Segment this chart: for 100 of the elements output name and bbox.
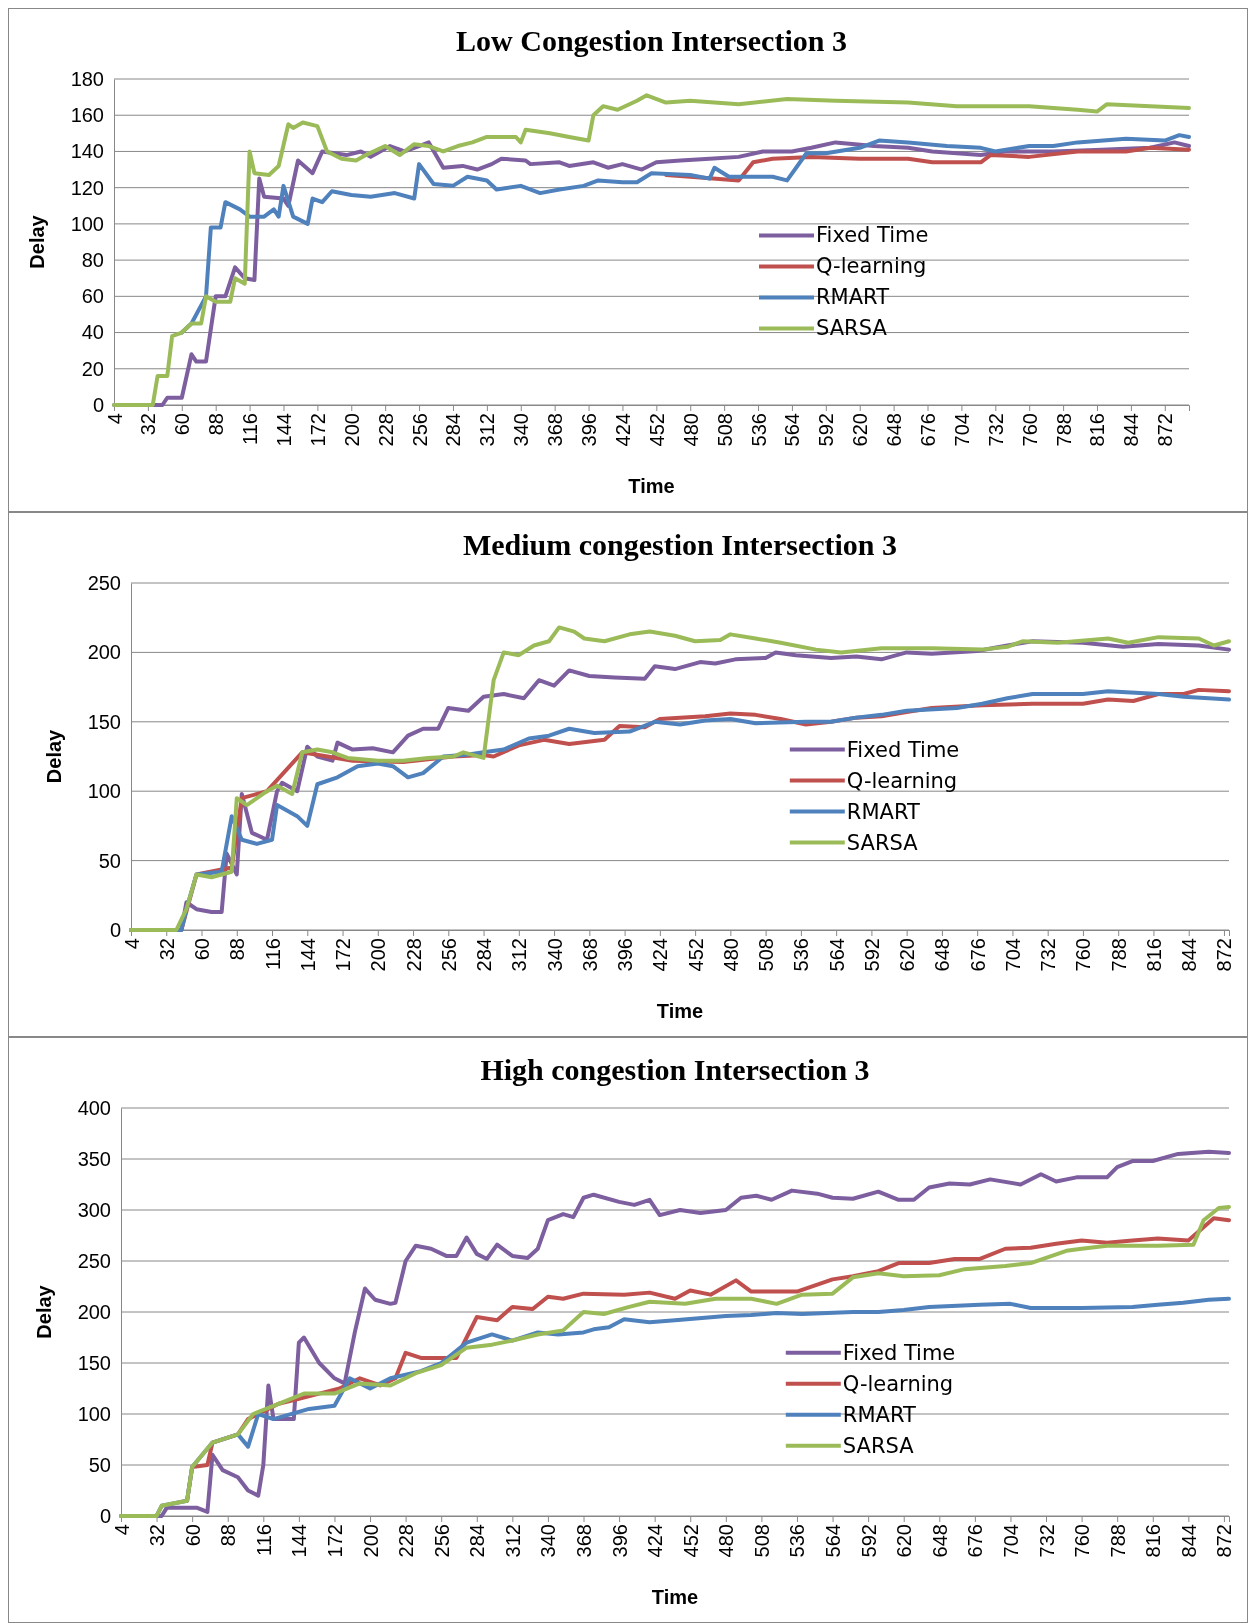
x-tick-label: 648: [931, 938, 954, 972]
x-tick-label: 256: [430, 1524, 453, 1558]
x-tick-label: 368: [573, 1524, 596, 1558]
x-tick-label: 452: [684, 938, 707, 972]
x-tick-label: 200: [340, 413, 363, 447]
x-tick-label: 872: [1154, 413, 1177, 447]
y-axis-title: Delay: [26, 214, 48, 269]
x-tick-label: 424: [649, 938, 672, 972]
x-tick-label: 872: [1213, 938, 1236, 972]
y-axis-title: Delay: [33, 1284, 55, 1339]
x-tick-label: 704: [999, 1524, 1022, 1558]
legend-label: Q-learning: [816, 254, 927, 279]
x-tick-label: 228: [395, 1524, 418, 1558]
y-tick-label: 300: [77, 1198, 111, 1221]
x-tick-label: 620: [896, 938, 919, 972]
x-tick-label: 788: [1052, 413, 1075, 447]
x-tick-label: 816: [1142, 1524, 1165, 1558]
x-tick-label: 844: [1120, 413, 1143, 447]
y-tick-label: 150: [87, 710, 121, 733]
legend-label: RMART: [846, 799, 920, 824]
x-tick-label: 396: [608, 1524, 631, 1558]
x-tick-label: 144: [272, 413, 295, 447]
chart-title: Low Congestion Intersection 3: [456, 24, 847, 57]
y-tick-label: 100: [70, 212, 104, 235]
x-tick-label: 88: [205, 413, 228, 436]
legend-label: Fixed Time: [842, 1340, 956, 1365]
x-tick-label: 312: [501, 1524, 524, 1558]
x-tick-label: 32: [155, 938, 178, 961]
x-tick-label: 88: [217, 1524, 240, 1547]
x-tick-label: 592: [815, 413, 838, 447]
x-tick-label: 368: [578, 938, 601, 972]
y-tick-label: 200: [87, 641, 121, 664]
x-tick-label: 340: [510, 413, 533, 447]
x-tick-label: 228: [374, 413, 397, 447]
x-tick-label: 536: [786, 1524, 809, 1558]
legend-label: Q-learning: [842, 1371, 954, 1396]
x-tick-label: 452: [645, 413, 668, 447]
y-tick-label: 80: [81, 249, 104, 272]
x-tick-label: 340: [543, 938, 566, 972]
x-tick-label: 480: [715, 1524, 738, 1558]
x-tick-label: 340: [537, 1524, 560, 1558]
x-tick-label: 648: [928, 1524, 951, 1558]
x-tick-label: 508: [750, 1524, 773, 1558]
legend-label: SARSA: [842, 1433, 915, 1458]
legend-label: Q-learning: [846, 768, 958, 793]
x-axis-title: Time: [656, 1000, 704, 1022]
x-tick-label: 424: [611, 413, 634, 447]
x-tick-label: 480: [719, 938, 742, 972]
x-tick-label: 564: [822, 1524, 845, 1558]
x-tick-label: 312: [508, 938, 531, 972]
x-tick-label: 508: [755, 938, 778, 972]
x-tick-label: 172: [306, 413, 329, 447]
x-tick-label: 116: [252, 1524, 275, 1556]
x-tick-label: 760: [1018, 413, 1041, 447]
x-tick-label: 60: [181, 1524, 204, 1547]
x-tick-label: 32: [146, 1524, 169, 1547]
x-tick-label: 452: [679, 1524, 702, 1558]
x-tick-label: 368: [544, 413, 567, 447]
x-tick-label: 704: [950, 413, 973, 447]
y-tick-label: 0: [99, 1504, 111, 1527]
x-tick-label: 228: [402, 938, 425, 972]
y-tick-label: 40: [81, 321, 104, 344]
x-tick-label: 116: [239, 413, 262, 445]
x-tick-label: 592: [857, 1524, 880, 1558]
x-tick-label: 200: [367, 938, 390, 972]
x-tick-label: 564: [825, 938, 848, 972]
x-tick-label: 844: [1178, 938, 1201, 972]
x-tick-label: 648: [883, 413, 906, 447]
x-tick-label: 4: [120, 938, 143, 950]
legend-label: RMART: [842, 1402, 916, 1427]
x-tick-label: 60: [191, 938, 214, 961]
y-tick-label: 200: [77, 1300, 111, 1323]
x-tick-label: 200: [359, 1524, 382, 1558]
x-axis-title: Time: [628, 475, 675, 497]
x-tick-label: 760: [1071, 1524, 1094, 1558]
x-tick-label: 88: [226, 938, 249, 961]
y-tick-label: 50: [98, 849, 121, 872]
y-tick-label: 400: [77, 1096, 111, 1119]
legend-label: Fixed Time: [846, 737, 960, 762]
x-tick-label: 172: [323, 1524, 346, 1558]
x-tick-label: 32: [137, 413, 160, 436]
y-tick-label: 160: [70, 104, 104, 127]
x-axis-title: Time: [651, 1586, 699, 1608]
y-tick-label: 0: [92, 393, 104, 416]
y-tick-label: 120: [70, 176, 104, 199]
y-axis-title: Delay: [43, 728, 65, 784]
y-tick-label: 180: [70, 67, 104, 90]
x-tick-label: 676: [966, 938, 989, 972]
x-tick-label: 256: [408, 413, 431, 447]
x-tick-label: 676: [917, 413, 940, 447]
x-tick-label: 536: [747, 413, 770, 447]
y-tick-label: 150: [77, 1351, 111, 1374]
x-tick-label: 4: [103, 413, 126, 425]
y-tick-label: 140: [70, 140, 104, 163]
x-tick-label: 620: [849, 413, 872, 447]
x-tick-label: 564: [781, 413, 804, 447]
x-tick-label: 760: [1072, 938, 1095, 972]
x-tick-label: 508: [713, 413, 736, 447]
x-tick-label: 424: [644, 1524, 667, 1558]
x-tick-label: 788: [1106, 1524, 1129, 1558]
